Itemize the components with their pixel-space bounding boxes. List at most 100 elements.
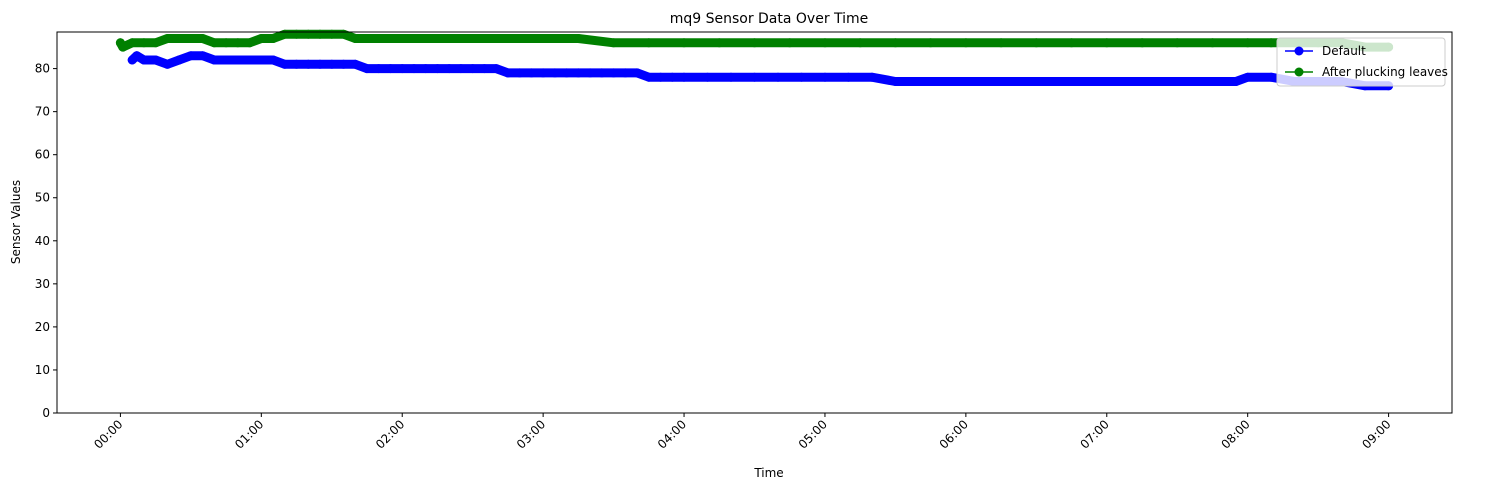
data-point — [620, 68, 630, 78]
data-point — [339, 29, 348, 39]
data-point — [609, 68, 619, 78]
data-point — [292, 59, 301, 69]
y-tick-label: 60 — [35, 148, 50, 162]
data-point — [256, 34, 266, 43]
data-point — [127, 38, 137, 48]
data-point — [350, 34, 360, 43]
data-point — [562, 68, 572, 78]
data-point — [151, 38, 161, 48]
data-point — [797, 72, 806, 82]
data-point — [820, 72, 830, 82]
data-point — [268, 34, 278, 43]
data-point — [1031, 38, 1041, 48]
data-point — [339, 59, 348, 69]
data-point — [292, 29, 301, 39]
data-point — [491, 34, 501, 43]
y-axis: 0 10 20 30 40 50 60 70 80 — [35, 62, 57, 420]
series-line — [115, 29, 1394, 52]
data-point — [714, 38, 724, 48]
y-tick-label: 20 — [35, 320, 50, 334]
data-point — [162, 34, 172, 43]
data-point — [245, 38, 255, 48]
data-point — [1102, 77, 1112, 86]
data-point — [280, 59, 290, 69]
data-point — [703, 72, 712, 82]
data-point — [162, 59, 172, 69]
legend-box — [1276, 37, 1446, 87]
data-point — [132, 51, 142, 61]
data-point — [538, 34, 548, 43]
data-point — [421, 34, 431, 43]
data-point — [409, 64, 419, 74]
data-point — [679, 72, 689, 82]
data-point — [632, 68, 642, 78]
data-point — [996, 38, 1006, 48]
data-point — [550, 68, 560, 78]
data-point — [1208, 77, 1217, 86]
y-tick-label: 0 — [42, 406, 50, 420]
data-point — [597, 68, 607, 78]
data-point — [890, 77, 900, 86]
data-point — [1266, 72, 1276, 82]
data-point — [667, 72, 677, 82]
data-point — [233, 55, 243, 65]
data-point — [139, 38, 149, 48]
data-point — [573, 34, 583, 43]
data-point — [186, 51, 196, 61]
data-point — [139, 55, 149, 65]
data-point — [386, 34, 395, 43]
data-point — [151, 55, 161, 65]
data-point — [1067, 77, 1076, 86]
data-point — [221, 38, 231, 48]
data-point — [315, 59, 325, 69]
data-point — [1243, 38, 1253, 48]
data-point — [280, 29, 290, 39]
data-point — [268, 55, 278, 65]
data-point — [538, 68, 548, 78]
data-point — [198, 34, 208, 43]
data-point — [773, 72, 783, 82]
data-point — [315, 29, 325, 39]
data-point — [327, 29, 337, 39]
legend-marker-default — [1294, 46, 1304, 56]
data-point — [468, 64, 478, 74]
data-point — [362, 64, 372, 74]
data-point — [362, 34, 372, 43]
data-point — [1266, 38, 1276, 48]
legend-label-after: After plucking leaves — [1322, 65, 1448, 79]
data-point — [174, 34, 184, 43]
data-point — [644, 72, 654, 82]
data-point — [221, 55, 231, 65]
data-point — [926, 38, 936, 48]
data-point — [479, 64, 489, 74]
data-point — [961, 38, 971, 48]
y-tick-label: 30 — [35, 277, 50, 291]
plot-frame — [56, 31, 1453, 414]
data-point — [186, 34, 196, 43]
data-point — [350, 59, 360, 69]
data-point — [1031, 77, 1041, 86]
data-point — [468, 34, 478, 43]
data-point — [433, 64, 442, 74]
data-point — [644, 38, 654, 48]
y-tick-label: 50 — [35, 191, 50, 205]
data-point — [526, 68, 536, 78]
data-point — [503, 68, 513, 78]
data-point — [233, 38, 243, 48]
data-point — [785, 38, 795, 48]
data-point — [303, 59, 313, 69]
data-point — [118, 42, 128, 52]
y-tick-label: 70 — [35, 105, 50, 119]
data-point — [491, 64, 501, 74]
data-point — [303, 29, 313, 39]
data-point — [855, 38, 865, 48]
data-point — [256, 55, 266, 65]
data-point — [209, 55, 219, 65]
data-point — [397, 34, 407, 43]
legend: Default After plucking leaves — [1276, 37, 1448, 87]
y-tick-label: 80 — [35, 62, 50, 76]
data-point — [327, 59, 337, 69]
data-point — [609, 38, 619, 48]
data-point — [679, 38, 689, 48]
legend-label-default: Default — [1322, 44, 1366, 58]
